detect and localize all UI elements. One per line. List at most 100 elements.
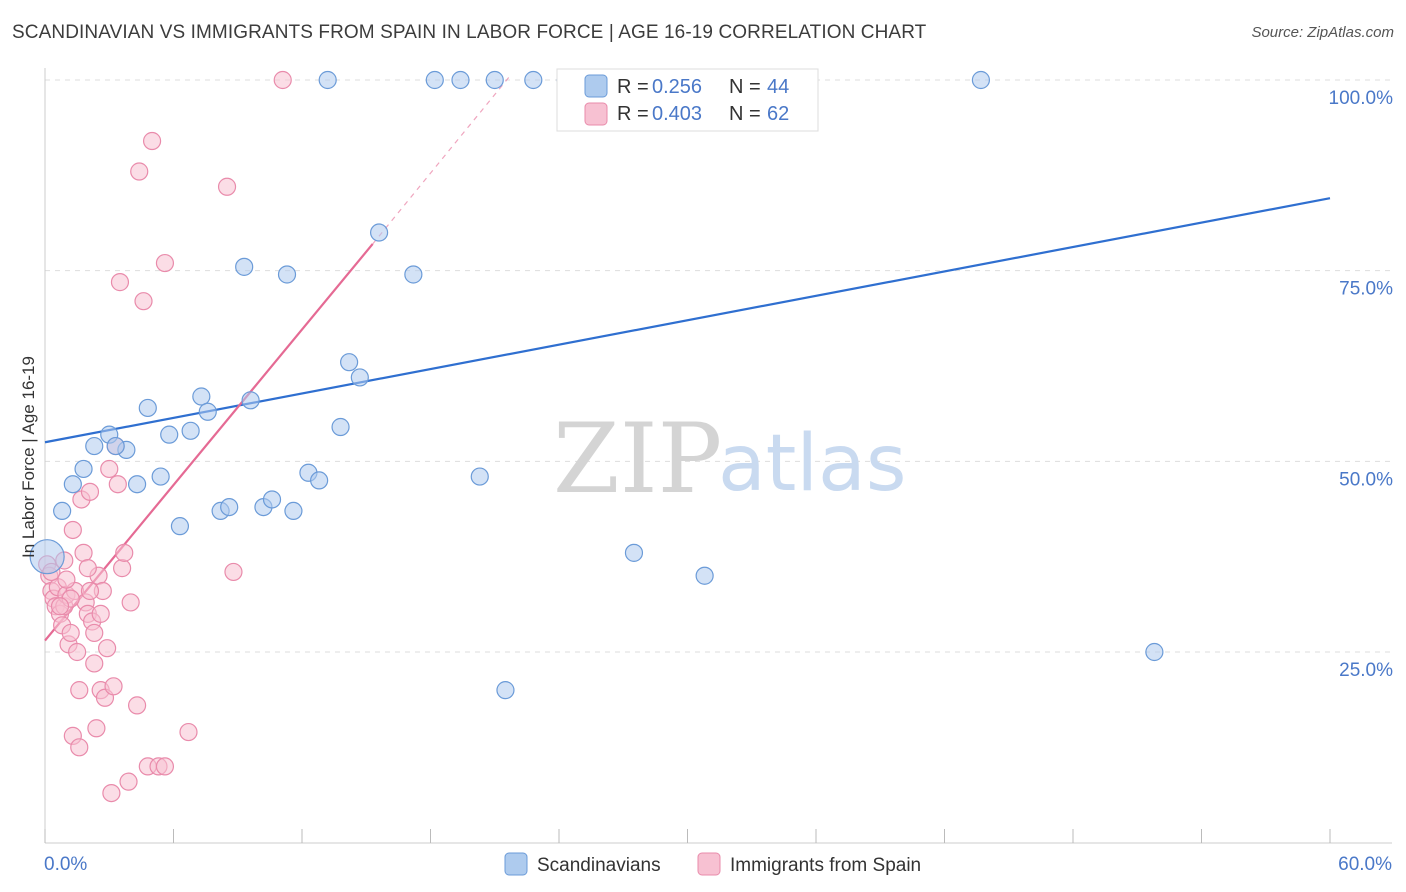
point-scandinavians [241, 391, 260, 410]
point-scandinavians [63, 475, 82, 494]
trend-lines [44, 75, 1331, 642]
point-spain [91, 604, 110, 623]
point-spain [155, 757, 175, 776]
point-scandinavians [284, 501, 303, 521]
x-tick-label-max: 60.0% [1338, 854, 1392, 875]
point-spain [85, 654, 104, 673]
point-spain [80, 581, 100, 601]
chart-title: SCANDINAVIAN VS IMMIGRANTS FROM SPAIN IN… [12, 22, 927, 43]
point-spain [70, 681, 89, 700]
point-spain [112, 559, 132, 578]
gridlines [45, 79, 1392, 653]
point-scandinavians [340, 353, 359, 372]
point-scandinavians [53, 501, 72, 521]
legend-r-label-2: R = [617, 103, 649, 125]
point-spain [78, 559, 97, 578]
point-spain [273, 70, 292, 90]
y-tick-label: 100.0% [1329, 88, 1394, 109]
point-scandinavians [496, 681, 515, 700]
point-spain [224, 562, 243, 582]
legend-r-label-1: R = [617, 76, 649, 98]
point-spain [102, 783, 121, 803]
point-scandinavians [310, 471, 329, 490]
point-scandinavians [262, 490, 282, 509]
point-scandinavians [74, 459, 93, 479]
point-spain [104, 677, 123, 696]
point-scandinavians [971, 70, 991, 90]
legend-r-value-2: 0.403 [652, 103, 702, 125]
point-scandinavians [425, 70, 444, 90]
axes [44, 68, 1392, 844]
y-tick-label: 75.0% [1339, 279, 1393, 300]
point-spain [74, 543, 93, 562]
point-scandinavians [235, 257, 254, 276]
point-scandinavians [331, 417, 350, 437]
point-spain [63, 520, 82, 540]
point-scandinavians [192, 387, 211, 406]
point-scandinavians [138, 398, 157, 418]
point-scandinavians [277, 265, 297, 284]
point-spain [155, 253, 175, 273]
point-spain [121, 593, 140, 612]
point-spain [70, 738, 89, 757]
x-tick-label-min: 0.0% [44, 854, 87, 875]
legend-swatch-spain [584, 102, 608, 126]
point-scandinavians [1145, 642, 1164, 662]
legend-swatch-scandinavians [584, 74, 608, 98]
point-spain [134, 292, 153, 311]
point-spain [85, 623, 104, 643]
point-spain [115, 543, 134, 562]
watermark-atlas: atlas [718, 419, 907, 509]
data-points [29, 70, 1164, 803]
trend-line-spain-extension [372, 75, 511, 245]
y-tick-label: 50.0% [1339, 469, 1393, 490]
series-legend: Scandinavians Immigrants from Spain [504, 852, 921, 876]
bottom-legend-swatch-scandinavians [504, 852, 528, 876]
legend-n-value-1: 44 [767, 76, 789, 98]
point-spain [57, 570, 76, 589]
point-scandinavians [485, 70, 504, 90]
point-scandinavians [160, 425, 179, 444]
point-scandinavians [151, 467, 170, 486]
point-spain [130, 162, 149, 181]
point-scandinavians [220, 497, 239, 517]
bottom-legend-label-spain: Immigrants from Spain [730, 855, 921, 876]
point-scandinavians [624, 543, 644, 562]
point-spain [87, 719, 106, 738]
point-scandinavians [318, 70, 337, 90]
bottom-legend-swatch-spain [697, 852, 721, 876]
point-scandinavians [170, 517, 190, 536]
point-spain [142, 131, 162, 151]
watermark-zip: ZIP [553, 403, 722, 515]
y-tick-labels: 25.0% 50.0% 75.0% 100.0% [1329, 88, 1394, 681]
point-scandinavians [181, 421, 200, 440]
point-scandinavians [370, 223, 389, 242]
point-spain [110, 273, 130, 292]
point-spain [98, 639, 117, 658]
point-scandinavians [85, 436, 104, 456]
point-scandinavians [127, 475, 147, 494]
y-tick-label: 25.0% [1339, 660, 1393, 681]
point-spain [179, 722, 198, 742]
point-spain [127, 696, 147, 715]
stats-legend: R = 0.256 N = 44 R = 0.403 N = 62 [556, 68, 819, 132]
point-scandinavians [695, 566, 714, 585]
point-spain [217, 177, 237, 196]
legend-n-label-1: N = [729, 76, 761, 98]
point-scandinavians [106, 436, 125, 456]
chart-source: Source: ZipAtlas.com [1251, 24, 1394, 41]
point-spain [108, 475, 127, 494]
point-scandinavians [404, 265, 423, 284]
point-spain [100, 459, 119, 479]
point-scandinavians [451, 70, 470, 90]
point-spain [68, 642, 87, 662]
point-spain [119, 772, 138, 791]
point-scandinavians [470, 467, 489, 486]
y-axis-label: In Labor Force | Age 16-19 [19, 356, 38, 558]
point-scandinavians [350, 368, 369, 387]
point-scandinavians [524, 70, 543, 90]
x-tick-labels: 0.0% 60.0% [44, 854, 1392, 875]
legend-n-value-2: 62 [767, 103, 789, 125]
point-spain [50, 597, 70, 616]
